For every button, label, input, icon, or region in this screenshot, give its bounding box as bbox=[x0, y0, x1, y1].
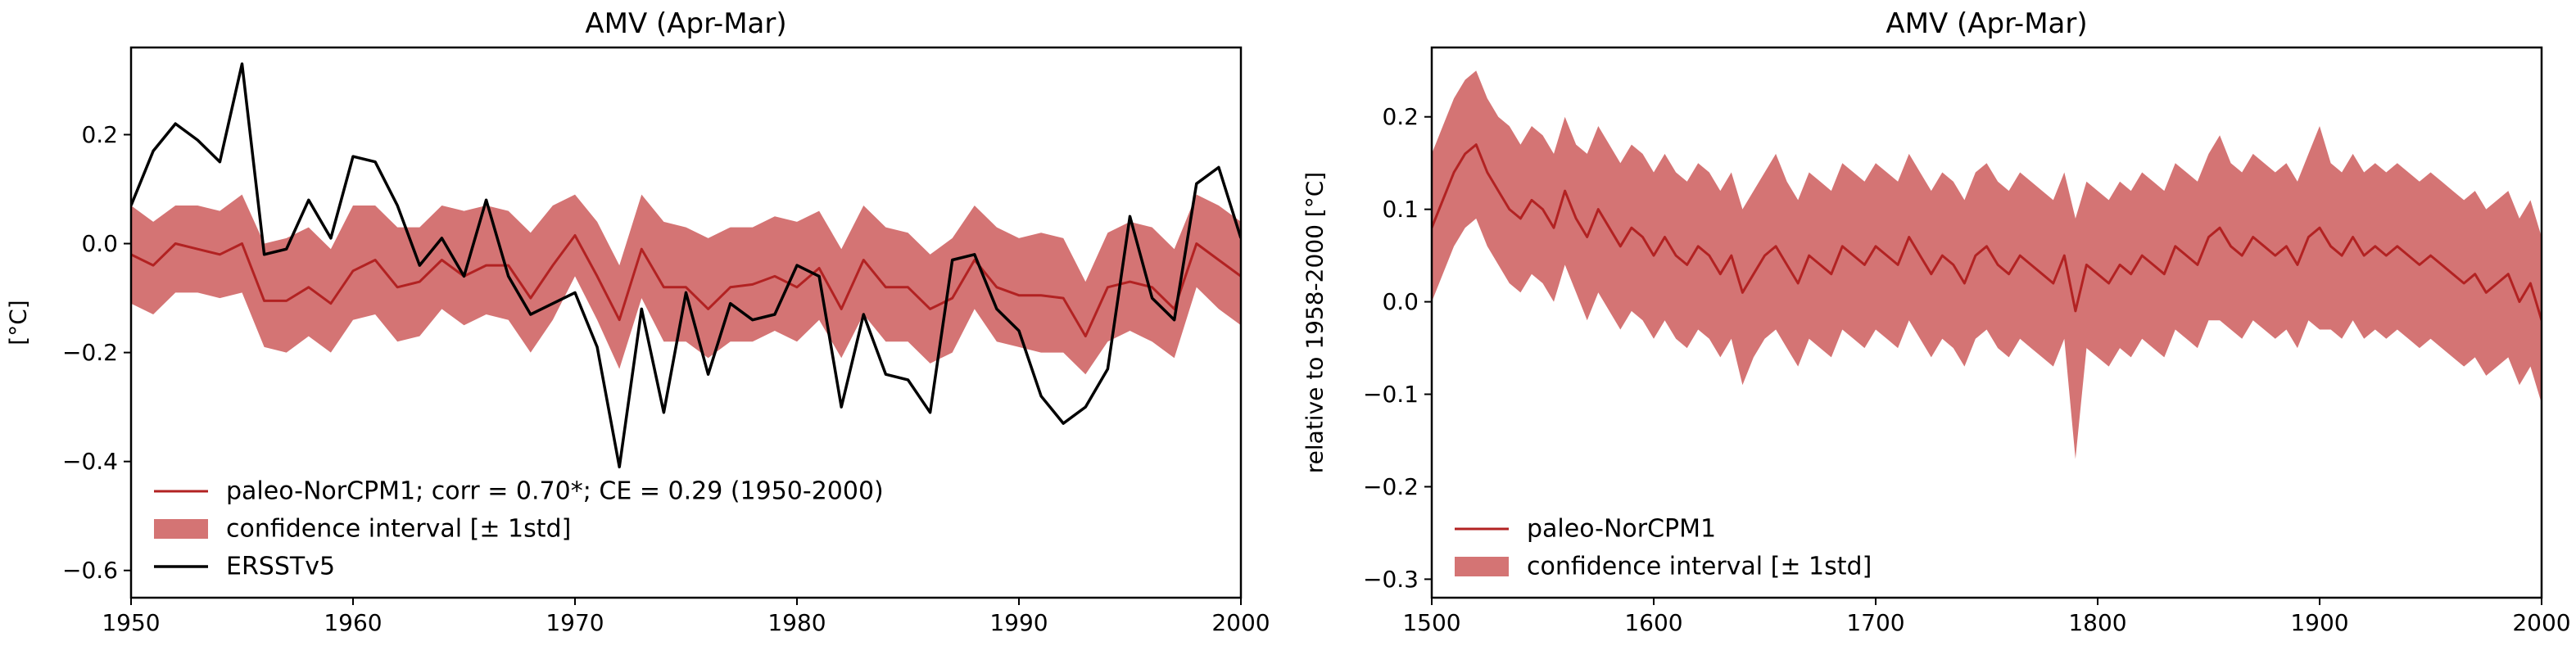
right-legend-band-swatch bbox=[1455, 557, 1509, 576]
left-legend-band-label: confidence interval [± 1std] bbox=[226, 515, 571, 544]
right-y-tick-label: −0.1 bbox=[1363, 381, 1419, 408]
left-x-tick-label: 1960 bbox=[324, 609, 382, 636]
left-y-ticks: −0.6 −0.4 −0.2 0.0 0.2 bbox=[62, 121, 131, 584]
right-x-tick-label: 1600 bbox=[1624, 609, 1682, 636]
right-y-ticks: −0.3 −0.2 −0.1 0.0 0.1 0.2 bbox=[1363, 103, 1432, 593]
left-x-ticks: 1950 1960 1970 1980 1990 2000 bbox=[102, 598, 1270, 636]
left-chart-title: AMV (Apr-Mar) bbox=[585, 7, 786, 40]
right-x-tick-label: 1700 bbox=[1846, 609, 1904, 636]
right-y-tick-label: −0.3 bbox=[1363, 566, 1419, 593]
right-x-tick-label: 1800 bbox=[2068, 609, 2126, 636]
left-x-tick-label: 1970 bbox=[546, 609, 604, 636]
left-x-tick-label: 1950 bbox=[102, 609, 160, 636]
right-legend: paleo-NorCPM1 confidence interval [± 1std… bbox=[1455, 515, 1872, 581]
right-y-tick-label: 0.0 bbox=[1382, 288, 1419, 315]
right-x-tick-label: 2000 bbox=[2512, 609, 2570, 636]
right-x-tick-label: 1500 bbox=[1402, 609, 1460, 636]
left-y-tick-label: −0.2 bbox=[62, 339, 118, 366]
right-legend-model-label: paleo-NorCPM1 bbox=[1527, 515, 1716, 544]
left-y-tick-label: −0.4 bbox=[62, 448, 118, 475]
right-paleo-norcpm1-line bbox=[1432, 143, 2542, 321]
left-x-tick-label: 1990 bbox=[989, 609, 1048, 636]
right-confidence-band-layer bbox=[1432, 70, 2542, 459]
right-series-layer bbox=[1432, 143, 2542, 321]
left-paleo-norcpm1-line bbox=[131, 234, 1241, 338]
left-y-tick-label: −0.6 bbox=[62, 557, 118, 584]
right-x-tick-label: 1900 bbox=[2290, 609, 2348, 636]
left-plot-frame bbox=[129, 46, 1243, 599]
left-series-layer bbox=[131, 62, 1241, 469]
left-legend-obs-label: ERSSTv5 bbox=[226, 553, 335, 581]
right-confidence-band bbox=[1432, 70, 2542, 459]
left-legend-model-label: paleo-NorCPM1; corr = 0.70*; CE = 0.29 (… bbox=[226, 477, 884, 506]
left-x-tick-label: 1980 bbox=[767, 609, 826, 636]
right-y-tick-label: 0.1 bbox=[1382, 196, 1419, 223]
left-legend-band-swatch bbox=[154, 519, 208, 539]
right-y-tick-label: 0.2 bbox=[1382, 103, 1419, 130]
right-plot-frame bbox=[1430, 46, 2543, 599]
left-chart-panel: AMV (Apr-Mar) [°C] 1950 1960 1970 1980 1990 2… bbox=[5, 7, 1270, 636]
left-y-tick-label: 0.0 bbox=[81, 230, 118, 257]
right-legend-band-label: confidence interval [± 1std] bbox=[1527, 553, 1872, 581]
right-x-ticks: 1500 1600 1700 1800 1900 2000 bbox=[1402, 598, 2571, 636]
left-y-tick-label: 0.2 bbox=[81, 121, 118, 148]
right-chart-panel: AMV (Apr-Mar) relative to 1958-2000 [°C]… bbox=[1302, 7, 2571, 636]
right-chart-title: AMV (Apr-Mar) bbox=[1886, 7, 2087, 40]
left-legend: paleo-NorCPM1; corr = 0.70*; CE = 0.29 (… bbox=[154, 477, 884, 581]
right-y-axis-label: relative to 1958-2000 [°C] bbox=[1302, 172, 1329, 473]
left-ersstv5-line bbox=[131, 62, 1241, 469]
left-x-tick-label: 2000 bbox=[1211, 609, 1270, 636]
right-y-tick-label: −0.2 bbox=[1363, 473, 1419, 500]
left-y-axis-label: [°C] bbox=[5, 300, 32, 345]
